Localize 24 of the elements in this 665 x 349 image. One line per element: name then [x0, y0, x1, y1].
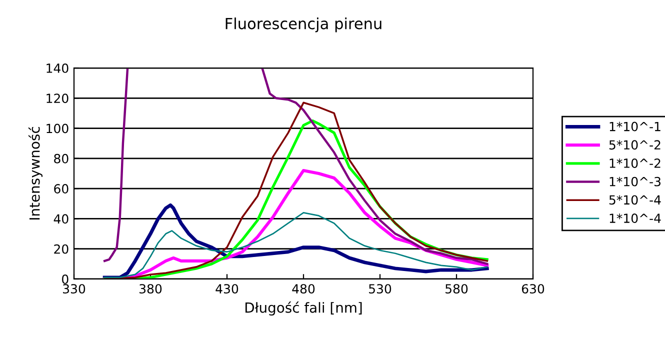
- legend-label: 5*10^-4: [609, 195, 661, 205]
- x-tick-label: 380: [140, 284, 162, 294]
- y-tick-label: 40: [54, 214, 68, 224]
- y-axis-title: Intensywność: [28, 127, 42, 220]
- x-tick-label: 530: [369, 284, 392, 294]
- x-axis-title: Długość fali [nm]: [245, 302, 362, 316]
- legend-label: 1*10^-2: [610, 158, 660, 168]
- x-tick-label: 630: [522, 284, 544, 294]
- x-tick-label: 430: [216, 284, 238, 294]
- x-tick-label: 330: [63, 284, 86, 294]
- chart-title: Fluorescencja pirenu: [226, 18, 382, 32]
- y-tick-label: 20: [54, 244, 68, 254]
- legend-label: 1*10^-1: [610, 122, 660, 132]
- legend-label: 1*10^-3: [610, 176, 660, 186]
- x-tick-label: 480: [292, 284, 315, 294]
- y-tick-label: 120: [46, 94, 68, 104]
- x-tick-label: 580: [446, 284, 468, 294]
- y-tick-label: 140: [46, 63, 68, 73]
- y-tick-label: 80: [54, 154, 68, 164]
- y-tick-label: 0: [62, 274, 68, 284]
- legend-label: 5*10^-2: [609, 140, 660, 150]
- legend-label: 1*10^-4: [610, 214, 661, 223]
- y-tick-label: 60: [54, 184, 68, 194]
- y-tick-label: 100: [46, 124, 68, 134]
